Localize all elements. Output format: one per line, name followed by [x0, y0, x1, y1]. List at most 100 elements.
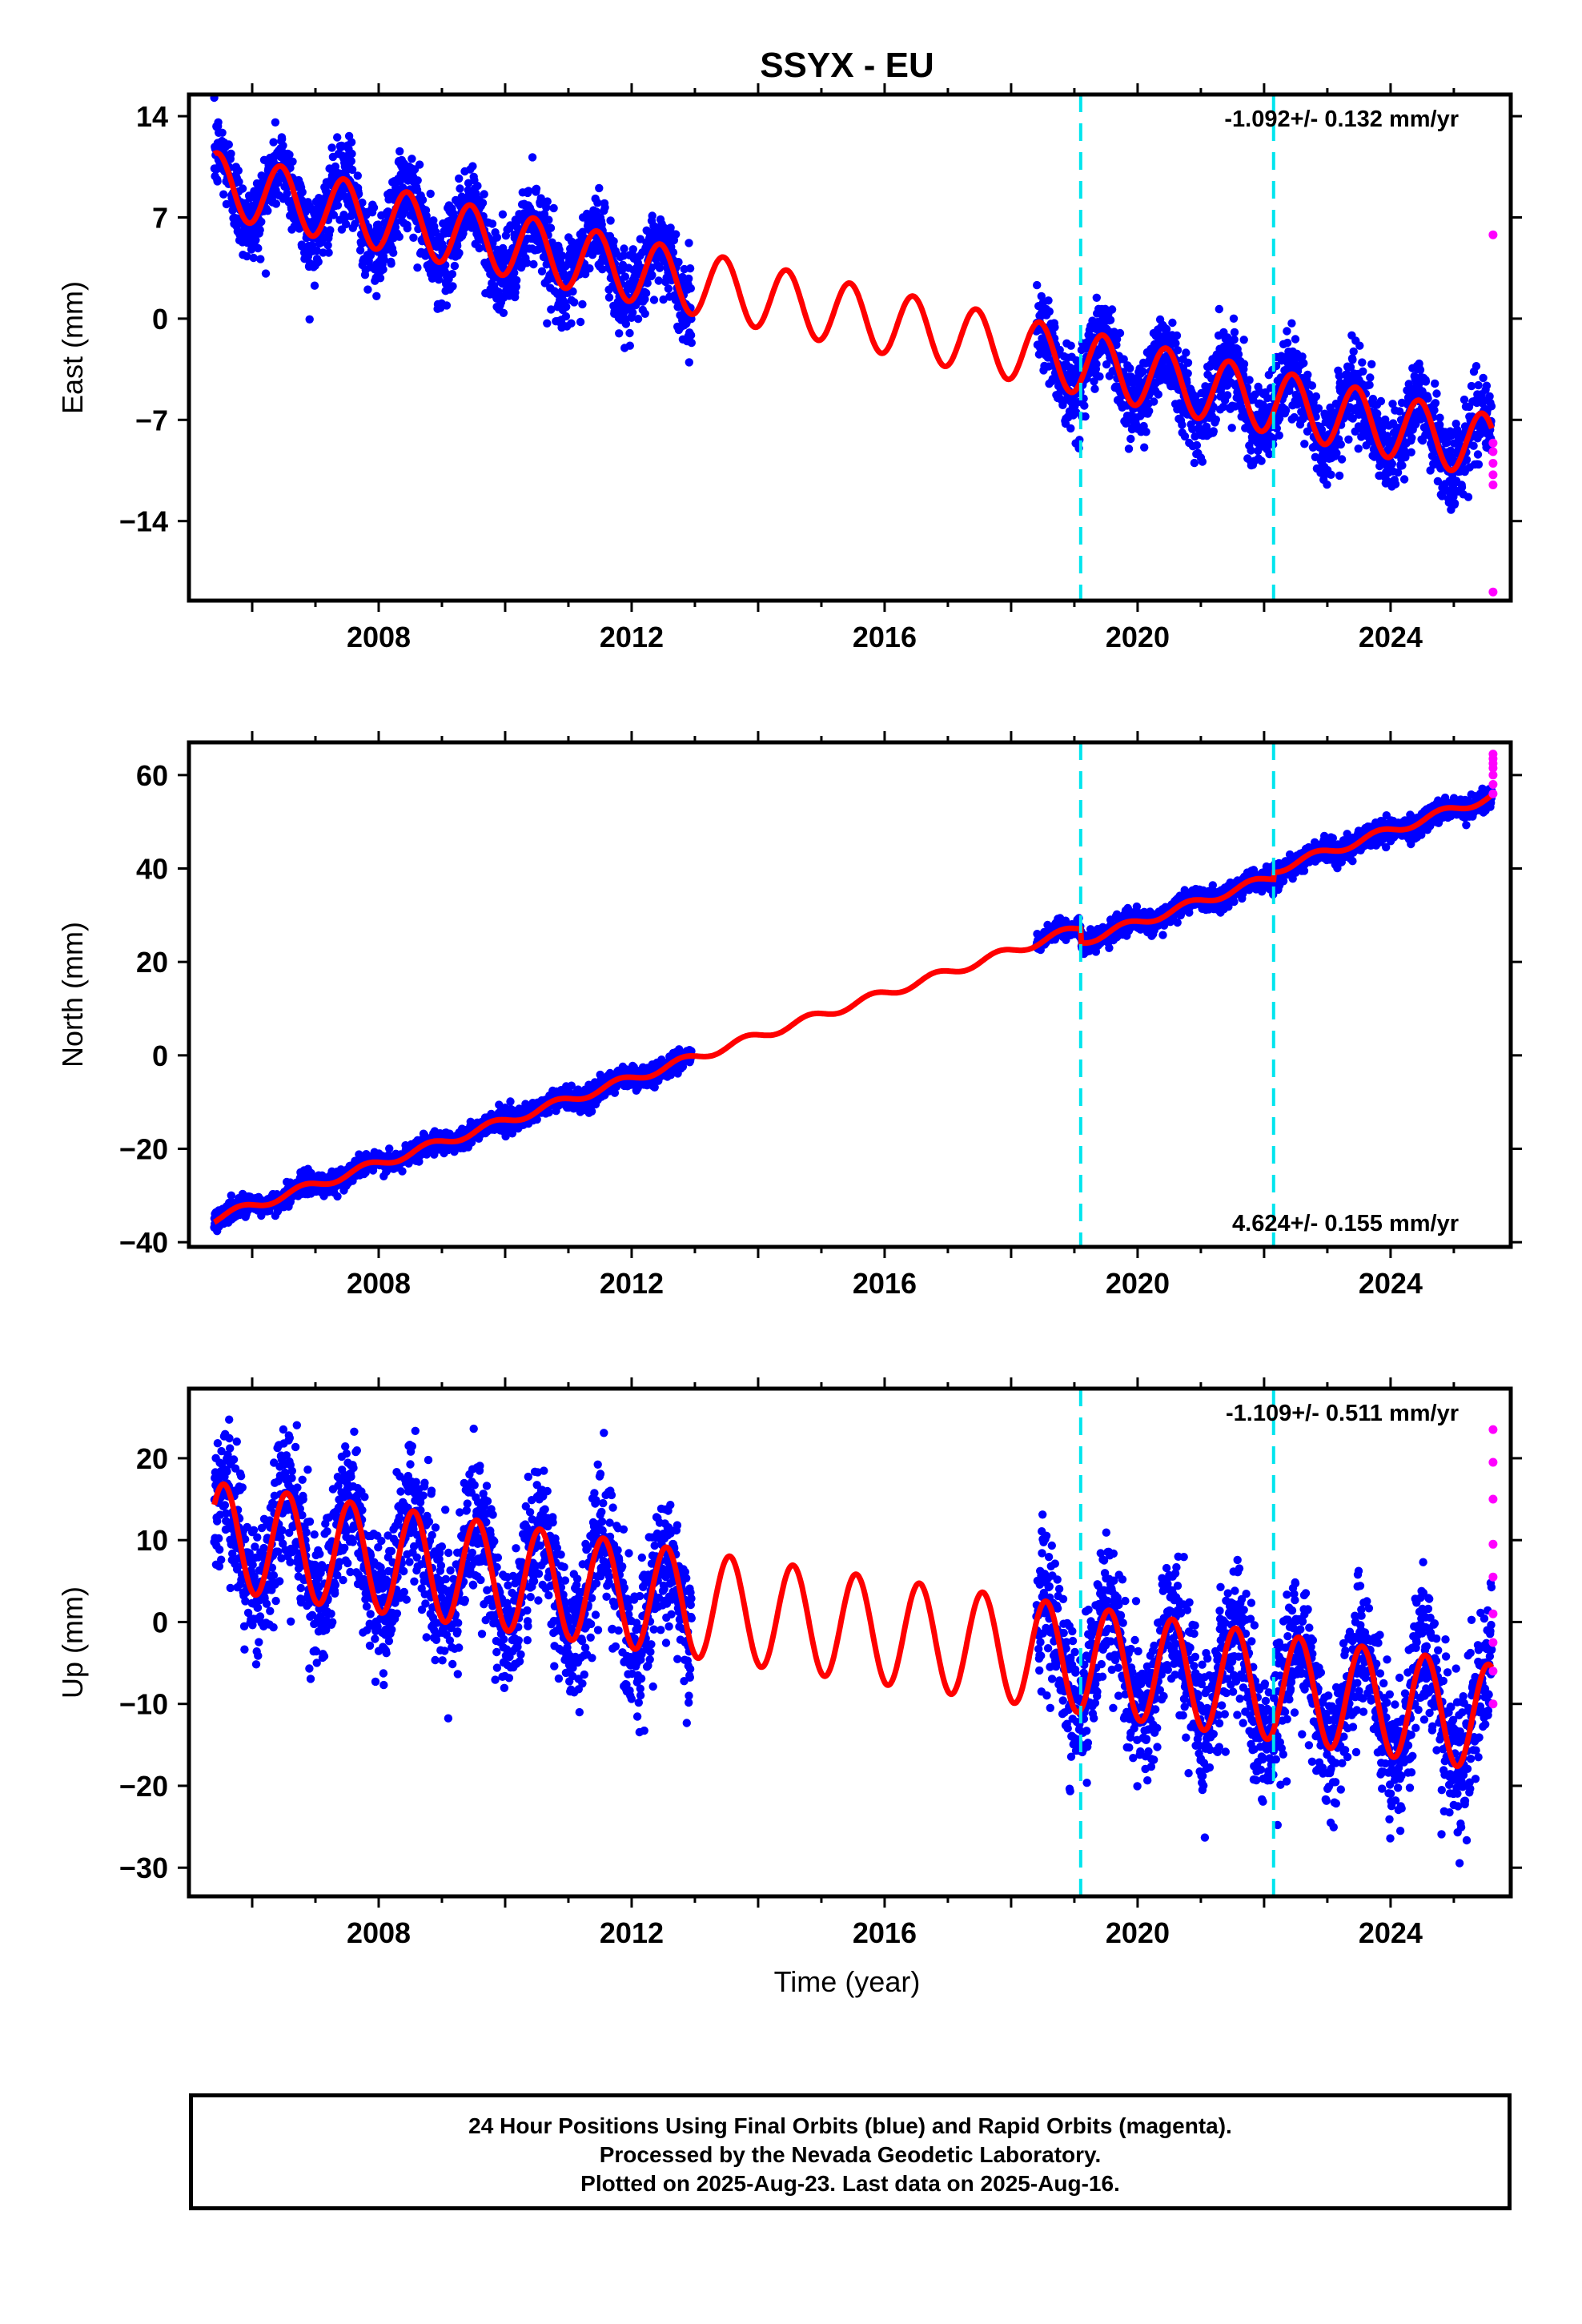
- x-tick-label: 2024: [1359, 621, 1423, 653]
- data-point: [1178, 420, 1186, 429]
- data-point: [1482, 381, 1492, 390]
- data-point: [1234, 350, 1243, 359]
- data-point: [1107, 305, 1117, 314]
- data-point: [1281, 406, 1291, 415]
- data-point: [1431, 379, 1439, 388]
- data-point: [347, 157, 355, 166]
- data-point: [1283, 327, 1291, 336]
- data-point: [654, 276, 663, 285]
- data-point: [1275, 431, 1284, 440]
- data-point: [1479, 373, 1488, 383]
- data-point: [567, 319, 576, 328]
- data-point: [1140, 443, 1149, 452]
- data-point: [1106, 316, 1115, 324]
- data-point: [305, 315, 314, 324]
- data-point: [1398, 461, 1407, 470]
- data-point: [1247, 446, 1255, 455]
- data-point: [1366, 373, 1375, 382]
- figure-title: SSYX - EU: [760, 46, 934, 85]
- data-point: [1090, 384, 1099, 393]
- data-point: [347, 138, 356, 147]
- data-point: [1066, 424, 1075, 433]
- data-point: [342, 219, 351, 229]
- data-point: [285, 151, 294, 159]
- data-point: [1066, 341, 1075, 350]
- data-point: [389, 248, 398, 257]
- data-point: [1474, 380, 1483, 390]
- data-point: [686, 283, 695, 293]
- data-point: [269, 138, 278, 147]
- data-point: [1150, 397, 1158, 406]
- data-point: [576, 317, 585, 327]
- data-point: [283, 189, 291, 198]
- data-point: [369, 203, 379, 212]
- data-point: [398, 1167, 407, 1176]
- data-point: [685, 239, 693, 247]
- data-point: [1355, 341, 1364, 350]
- data-point: [1311, 392, 1321, 401]
- data-point: [1473, 450, 1483, 459]
- data-point: [1209, 402, 1218, 412]
- data-point: [214, 118, 223, 127]
- data-point: [1095, 372, 1104, 381]
- data-point: [256, 255, 265, 263]
- data-point: [532, 184, 541, 193]
- data-point: [1081, 412, 1090, 421]
- data-point: [1090, 377, 1098, 386]
- data-point: [353, 171, 362, 180]
- rapid-orbit-point: [1488, 470, 1498, 480]
- data-point: [543, 319, 552, 328]
- data-point: [213, 177, 222, 186]
- data-point: [278, 135, 287, 143]
- data-point: [415, 160, 424, 169]
- data-point: [1183, 369, 1192, 378]
- data-point: [1464, 493, 1473, 501]
- data-point: [288, 157, 297, 166]
- data-point: [234, 166, 243, 175]
- data-point: [387, 259, 396, 268]
- data-point: [687, 338, 696, 348]
- data-point: [606, 216, 615, 225]
- data-point: [455, 174, 464, 183]
- data-point: [561, 312, 571, 321]
- data-point: [548, 238, 556, 247]
- data-point: [347, 149, 356, 159]
- data-point: [537, 267, 547, 275]
- data-point: [546, 223, 556, 232]
- data-point: [672, 230, 681, 239]
- data-point: [1230, 328, 1239, 337]
- data-point: [620, 272, 630, 281]
- data-point: [628, 245, 637, 254]
- data-point: [1365, 380, 1374, 389]
- rapid-orbit-point: [1488, 438, 1498, 448]
- data-point: [1354, 444, 1363, 453]
- data-point: [664, 284, 673, 293]
- data-point: [323, 241, 332, 250]
- data-point: [448, 270, 457, 279]
- data-point: [271, 118, 280, 127]
- data-point: [1229, 314, 1239, 323]
- y-tick-label: 14: [136, 100, 168, 133]
- data-point: [347, 165, 357, 175]
- data-point: [1119, 355, 1128, 364]
- data-point: [1344, 435, 1353, 444]
- data-point: [1142, 428, 1150, 436]
- data-point: [224, 140, 233, 149]
- north-plot-area: [210, 750, 1498, 1236]
- data-point: [358, 198, 367, 207]
- data-point: [1239, 360, 1249, 368]
- data-point: [1421, 377, 1431, 386]
- data-point: [649, 296, 659, 304]
- data-point: [593, 199, 602, 207]
- data-point: [418, 195, 428, 204]
- data-point: [1102, 360, 1111, 369]
- data-point: [1230, 335, 1239, 344]
- data-point: [1359, 367, 1367, 376]
- data-point: [620, 244, 628, 253]
- data-point: [1138, 367, 1147, 376]
- data-point: [1348, 356, 1357, 364]
- data-point: [604, 293, 614, 302]
- data-point: [257, 217, 266, 227]
- data-point: [227, 1191, 235, 1200]
- data-point: [1115, 328, 1125, 338]
